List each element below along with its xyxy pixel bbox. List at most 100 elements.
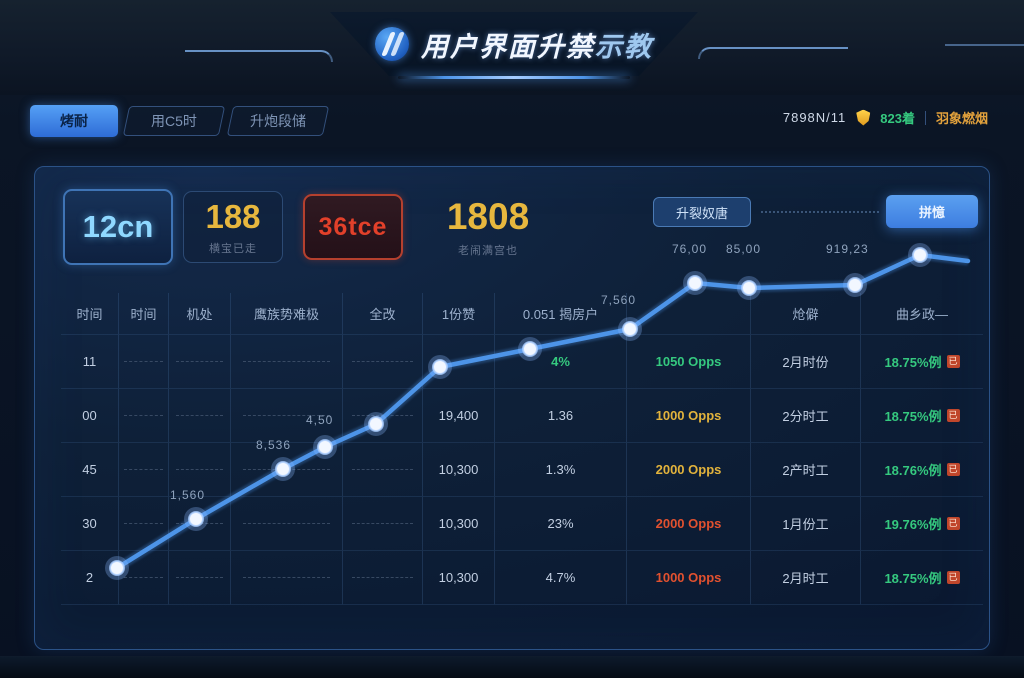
cell-pct: 4.7%	[495, 551, 627, 605]
dash-placeholder	[175, 577, 224, 578]
cell-ops: 1050 Opps	[627, 335, 751, 389]
dash-placeholder	[175, 469, 224, 470]
dash-placeholder	[124, 415, 163, 416]
header-deco-line-right	[698, 47, 848, 59]
cell-duration: 2分时工	[751, 389, 861, 443]
header-deco-line-left	[185, 50, 333, 62]
empty-cell	[231, 335, 343, 389]
cell-rate: 18.75%例 已	[861, 335, 983, 389]
empty-cell	[169, 389, 231, 443]
app-logo-icon	[375, 27, 409, 61]
dash-placeholder	[175, 523, 224, 524]
empty-cell	[343, 389, 423, 443]
empty-cell	[343, 335, 423, 389]
dotted-connector	[761, 211, 879, 213]
rate-value: 18.75%例	[884, 355, 942, 370]
empty-cell	[169, 335, 231, 389]
title-bar: 用户界面升禁示教	[330, 12, 698, 76]
col-header: 机处	[169, 293, 231, 335]
empty-cell	[231, 389, 343, 443]
data-table: 时间 时间 机处 鹰族势难极 全改 1份赞 0.051 揭房户 炝僻 曲乡政— …	[61, 293, 983, 605]
stat-card-2: 188 横宝已走	[183, 191, 283, 263]
empty-cell	[119, 497, 169, 551]
empty-cell	[231, 497, 343, 551]
empty-cell	[119, 389, 169, 443]
cell-num: 10,300	[423, 443, 495, 497]
empty-cell	[119, 335, 169, 389]
stat-card-1: 12cn	[63, 189, 173, 265]
rate-badge: 已	[946, 463, 960, 476]
empty-cell	[119, 443, 169, 497]
tab-2[interactable]: 用C5时	[122, 106, 226, 136]
upgrade-button[interactable]: 拼憶	[886, 195, 978, 228]
cell-ops: 1000 Opps	[627, 389, 751, 443]
col-header	[627, 293, 751, 335]
header-deco-line-far-right	[945, 44, 1024, 56]
shield-icon	[856, 109, 871, 126]
status-bar: 7898N/11 823着 羽象燃烟	[783, 108, 988, 127]
empty-cell	[343, 551, 423, 605]
main-panel: 12cn 188 横宝已走 36tce 1808 老闹满宫也 升裂奴唐 拼憶 时…	[34, 166, 990, 650]
stat-label-2: 横宝已走	[209, 243, 257, 255]
stat-label-4: 老闹满宫也	[458, 245, 518, 257]
empty-cell	[169, 551, 231, 605]
dash-placeholder	[243, 415, 330, 416]
cell-time: 2	[61, 551, 119, 605]
dash-placeholder	[124, 577, 163, 578]
status-divider	[924, 110, 926, 125]
cell-time: 45	[61, 443, 119, 497]
col-header: 曲乡政—	[861, 293, 983, 335]
col-header: 时间	[119, 293, 169, 335]
cell-rate: 18.75%例 已	[861, 551, 983, 605]
stat-value-1: 12cn	[82, 209, 154, 244]
empty-cell	[343, 497, 423, 551]
upgrade-data-button[interactable]: 升裂奴唐	[653, 197, 751, 227]
status-id-text: 7898N/11	[782, 110, 847, 125]
cell-pct: 1.36	[495, 389, 627, 443]
cell-rate: 18.75%例 已	[861, 389, 983, 443]
col-header: 全改	[343, 293, 423, 335]
cell-num: 10,300	[423, 551, 495, 605]
page-title: 用户界面升禁示教	[421, 25, 653, 64]
cell-duration: 2月时份	[751, 335, 861, 389]
col-header: 1份赞	[423, 293, 495, 335]
tab-1[interactable]: 烤耐	[30, 105, 118, 137]
rate-badge: 已	[946, 517, 960, 530]
stat-value-3: 36tce	[318, 212, 388, 241]
stat-value-4: 1808	[446, 196, 530, 237]
footer-strip	[0, 656, 1024, 678]
col-header: 炝僻	[751, 293, 861, 335]
stat-card-4: 1808 老闹满宫也	[423, 189, 553, 265]
tab-bar: 烤耐 用C5时 升炮段储	[30, 105, 330, 137]
rate-value: 18.75%例	[884, 571, 942, 586]
cell-duration: 1月份工	[751, 497, 861, 551]
tab-3[interactable]: 升炮段储	[226, 106, 330, 136]
rate-badge: 已	[946, 571, 960, 584]
rate-badge: 已	[946, 409, 960, 422]
page-title-accent: 示教	[595, 31, 653, 62]
cell-num: 19,400	[423, 389, 495, 443]
dash-placeholder	[124, 469, 163, 470]
status-green-value: 823着	[880, 111, 915, 126]
rate-value: 18.76%例	[884, 463, 942, 478]
cell-num	[423, 335, 495, 389]
status-warning-text[interactable]: 羽象燃烟	[935, 111, 988, 126]
empty-cell	[119, 551, 169, 605]
page-title-main: 用户界面升禁	[421, 31, 595, 62]
cell-duration: 2产时工	[751, 443, 861, 497]
cell-ops: 1000 Opps	[627, 551, 751, 605]
dash-placeholder	[243, 577, 330, 578]
stat-value-2: 188	[205, 198, 261, 235]
dash-placeholder	[351, 523, 414, 524]
empty-cell	[169, 497, 231, 551]
col-header: 0.051 揭房户	[495, 293, 627, 335]
col-header: 鹰族势难极	[231, 293, 343, 335]
dash-placeholder	[243, 469, 330, 470]
cell-time: 11	[61, 335, 119, 389]
dash-placeholder	[243, 523, 330, 524]
dash-placeholder	[124, 523, 163, 524]
cell-ops: 2000 Opps	[627, 497, 751, 551]
dash-placeholder	[351, 361, 414, 362]
dash-placeholder	[351, 577, 414, 578]
cell-time: 00	[61, 389, 119, 443]
